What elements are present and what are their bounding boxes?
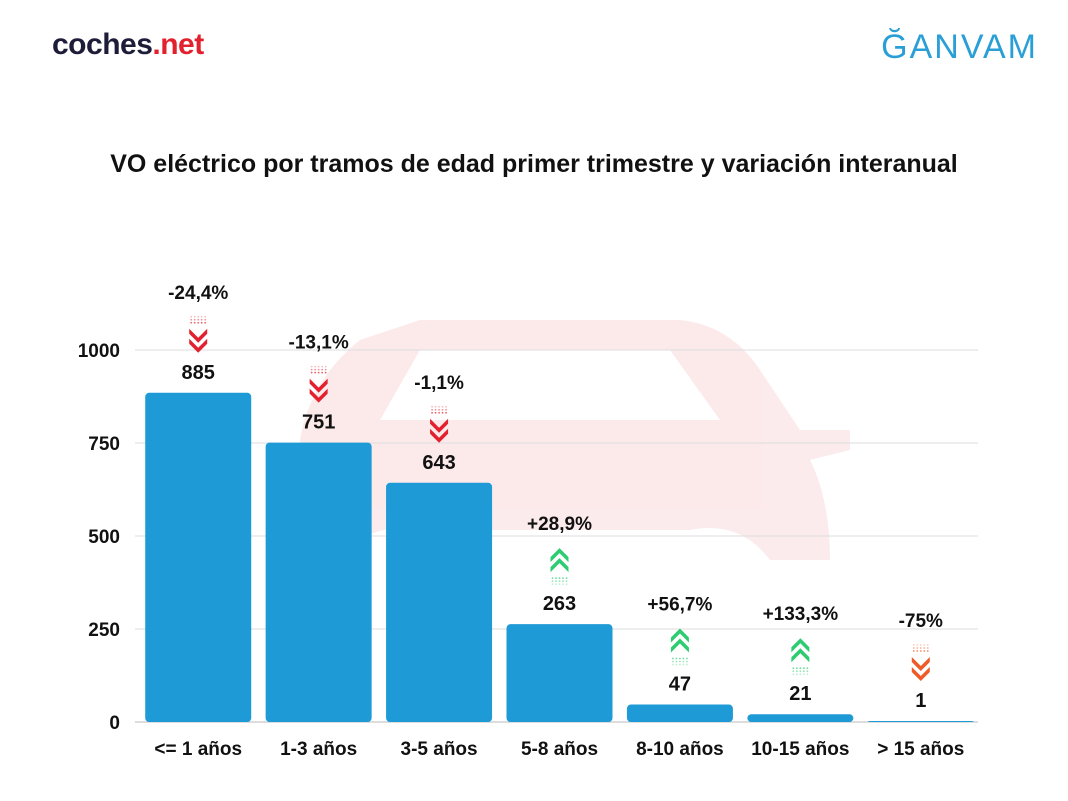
chevron-up-icon <box>550 548 569 586</box>
data-label: 263 <box>543 593 576 615</box>
chevron-down-icon <box>911 644 930 681</box>
variation-label: -75% <box>899 611 943 632</box>
bar <box>506 624 613 722</box>
x-tick-label: 1-3 años <box>280 739 357 760</box>
x-tick-label: 10-15 años <box>751 739 849 760</box>
variation-label: -1,1% <box>414 373 464 394</box>
data-label: 751 <box>302 412 335 434</box>
bar <box>626 704 733 722</box>
variation-label: +56,7% <box>647 595 712 616</box>
chevron-down-icon <box>430 405 449 443</box>
y-tick-label: 0 <box>109 713 120 734</box>
variation-label: +133,3% <box>763 604 839 625</box>
variation-label: -13,1% <box>289 333 349 354</box>
y-tick-label: 250 <box>88 620 120 641</box>
variation-label: -24,4% <box>168 283 228 304</box>
variation-label: +28,9% <box>527 514 592 535</box>
bar <box>145 392 252 722</box>
bar <box>747 714 854 722</box>
bar <box>265 442 372 722</box>
data-label: 21 <box>789 683 811 705</box>
chevron-up-icon <box>670 628 689 666</box>
x-tick-label: 8-10 años <box>636 739 724 760</box>
x-tick-label: <= 1 años <box>154 739 242 760</box>
data-label: 47 <box>669 674 691 696</box>
chevron-down-icon <box>189 315 208 353</box>
chevron-down-icon <box>309 365 328 403</box>
x-tick-label: 5-8 años <box>521 739 598 760</box>
data-label: 885 <box>182 362 215 384</box>
ganvam-logo: ĞANVAM <box>881 28 1038 66</box>
x-tick-label: > 15 años <box>877 739 964 760</box>
x-tick-label: 3-5 años <box>401 739 478 760</box>
coches-net-logo-main: coches <box>52 28 153 61</box>
y-tick-label: 750 <box>88 434 120 455</box>
coches-net-logo-accent: .net <box>152 28 204 61</box>
data-label: 643 <box>422 452 455 474</box>
bar <box>867 721 974 722</box>
y-tick-label: 500 <box>88 527 120 548</box>
data-label: 1 <box>915 690 926 712</box>
bar <box>386 482 493 722</box>
chevron-up-icon <box>791 638 810 676</box>
chart-title: VO eléctrico por tramos de edad primer t… <box>110 150 958 178</box>
coches-net-logo: coches.net <box>52 28 204 62</box>
y-tick-label: 1000 <box>78 341 120 362</box>
